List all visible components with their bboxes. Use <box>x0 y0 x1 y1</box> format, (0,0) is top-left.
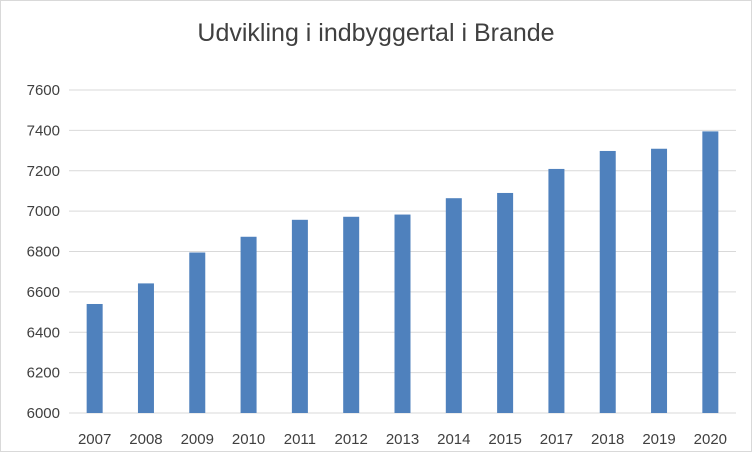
y-tick-label: 6000 <box>27 405 60 422</box>
bar-2015 <box>497 192 514 413</box>
bar-2010 <box>240 236 257 413</box>
bar-2020 <box>702 131 719 413</box>
x-tick-label: 2019 <box>642 431 675 448</box>
y-tick-label: 6800 <box>27 244 60 261</box>
bars <box>86 131 719 414</box>
x-tick-label: 2013 <box>386 431 419 448</box>
y-tick-label: 6600 <box>27 284 60 301</box>
x-tick-label: 2017 <box>540 431 573 448</box>
x-axis: 2007 2008 2009 2010 2011 2012 2013 2014 2015 2017… <box>78 431 727 448</box>
bar-2013 <box>394 214 411 413</box>
x-tick-label: 2020 <box>694 431 727 448</box>
bar-2012 <box>343 216 360 413</box>
x-tick-label: 2011 <box>284 431 316 448</box>
bar-2009 <box>189 252 206 413</box>
bar-2019 <box>651 148 668 414</box>
x-tick-label: 2015 <box>488 431 521 448</box>
x-tick-label: 2018 <box>591 431 624 448</box>
bar-2007 <box>86 303 103 413</box>
y-tick-label: 7200 <box>27 163 60 180</box>
x-tick-label: 2008 <box>129 431 162 448</box>
y-tick-label: 7400 <box>27 122 60 139</box>
bar-2018 <box>599 150 616 413</box>
bar-2014 <box>445 198 462 413</box>
x-tick-label: 2012 <box>335 431 368 448</box>
x-tick-label: 2014 <box>437 431 470 448</box>
bar-2008 <box>137 283 154 413</box>
y-axis: 6000 6200 6400 6600 6800 7000 7200 7400 7600 <box>27 82 60 422</box>
x-tick-label: 2007 <box>78 431 111 448</box>
y-tick-label: 6200 <box>27 365 60 382</box>
chart-title: Udvikling i indbyggertal i Brande <box>197 19 555 47</box>
y-tick-label: 7000 <box>27 203 60 220</box>
x-tick-label: 2009 <box>181 431 214 448</box>
y-tick-label: 7600 <box>27 82 60 99</box>
bar-2017 <box>548 168 565 413</box>
x-tick-label: 2010 <box>232 431 265 448</box>
bar-2011 <box>291 219 308 413</box>
y-tick-label: 6400 <box>27 324 60 341</box>
